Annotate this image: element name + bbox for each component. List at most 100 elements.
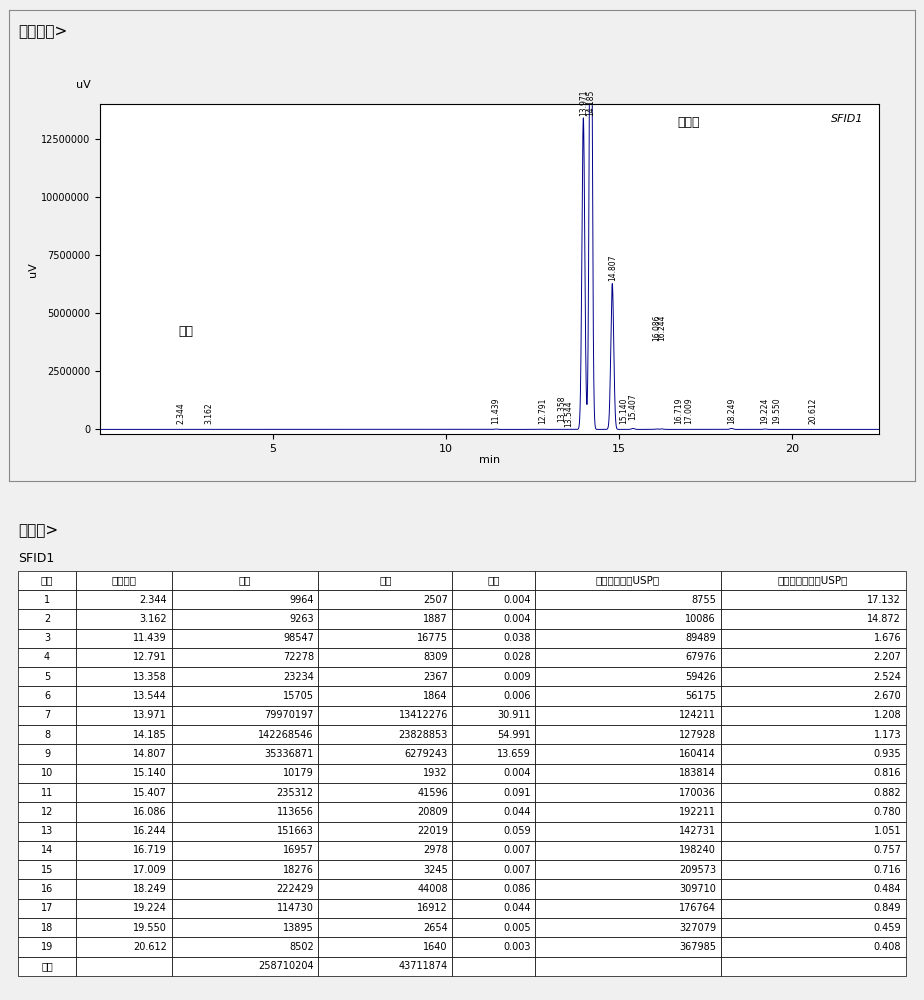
Text: 235312: 235312 xyxy=(276,788,314,798)
Bar xyxy=(76,822,172,841)
Text: 2654: 2654 xyxy=(423,923,448,933)
Text: 23234: 23234 xyxy=(283,672,314,682)
Bar xyxy=(453,609,535,629)
Text: 8755: 8755 xyxy=(691,595,716,605)
Bar xyxy=(18,899,76,918)
Bar xyxy=(319,706,453,725)
Text: 19: 19 xyxy=(41,942,54,952)
Text: 0.780: 0.780 xyxy=(873,807,901,817)
Text: 258710204: 258710204 xyxy=(258,961,314,971)
Bar xyxy=(18,918,76,937)
Bar xyxy=(319,860,453,879)
Bar xyxy=(319,918,453,937)
Text: 13: 13 xyxy=(41,826,54,836)
Bar xyxy=(172,937,319,957)
Bar xyxy=(18,571,76,590)
Bar xyxy=(172,686,319,706)
Bar xyxy=(721,899,906,918)
Text: 面积: 面积 xyxy=(238,575,251,585)
Text: 19.550: 19.550 xyxy=(133,923,167,933)
Text: 13895: 13895 xyxy=(283,923,314,933)
Bar xyxy=(172,667,319,686)
Text: 高度: 高度 xyxy=(379,575,392,585)
Bar xyxy=(76,937,172,957)
Bar xyxy=(453,860,535,879)
Bar xyxy=(721,802,906,822)
Text: 0.091: 0.091 xyxy=(504,788,531,798)
Text: 8309: 8309 xyxy=(423,652,448,662)
Bar xyxy=(453,879,535,899)
Bar xyxy=(18,879,76,899)
Text: 0.003: 0.003 xyxy=(504,942,531,952)
Bar xyxy=(18,860,76,879)
Bar xyxy=(721,783,906,802)
Bar xyxy=(172,629,319,648)
Text: 1640: 1640 xyxy=(423,942,448,952)
Text: 1.676: 1.676 xyxy=(873,633,901,643)
Text: ＜峰表>: ＜峰表> xyxy=(18,524,58,539)
Bar xyxy=(172,879,319,899)
Text: 1.173: 1.173 xyxy=(873,730,901,740)
Text: 0.459: 0.459 xyxy=(873,923,901,933)
Bar xyxy=(721,918,906,937)
Bar xyxy=(172,957,319,976)
Text: 0.004: 0.004 xyxy=(504,614,531,624)
Bar xyxy=(319,629,453,648)
Text: 15705: 15705 xyxy=(283,691,314,701)
Bar xyxy=(319,957,453,976)
Bar xyxy=(18,686,76,706)
Text: 13.659: 13.659 xyxy=(497,749,531,759)
Bar xyxy=(172,841,319,860)
Bar xyxy=(172,706,319,725)
Text: 16.719: 16.719 xyxy=(133,845,167,855)
Text: 2978: 2978 xyxy=(423,845,448,855)
Text: 16.086: 16.086 xyxy=(133,807,167,817)
Text: 16775: 16775 xyxy=(417,633,448,643)
Text: 23828853: 23828853 xyxy=(398,730,448,740)
Text: 11.439: 11.439 xyxy=(133,633,167,643)
Text: 13.971: 13.971 xyxy=(133,710,167,720)
Text: 41596: 41596 xyxy=(417,788,448,798)
Bar xyxy=(535,667,721,686)
Text: 59426: 59426 xyxy=(686,672,716,682)
Text: 79970197: 79970197 xyxy=(264,710,314,720)
Bar xyxy=(76,706,172,725)
Bar xyxy=(721,609,906,629)
Text: 0.935: 0.935 xyxy=(873,749,901,759)
Text: 17.009: 17.009 xyxy=(133,865,167,875)
Bar xyxy=(721,667,906,686)
Text: 113656: 113656 xyxy=(277,807,314,817)
Text: 17.132: 17.132 xyxy=(868,595,901,605)
Text: 8: 8 xyxy=(44,730,50,740)
Text: 12: 12 xyxy=(41,807,54,817)
Bar xyxy=(721,590,906,609)
Bar xyxy=(172,802,319,822)
Bar xyxy=(319,879,453,899)
Text: 309710: 309710 xyxy=(679,884,716,894)
Text: 6: 6 xyxy=(44,691,50,701)
Bar xyxy=(453,822,535,841)
Bar xyxy=(18,822,76,841)
Text: 198240: 198240 xyxy=(679,845,716,855)
Text: 22019: 22019 xyxy=(417,826,448,836)
Bar xyxy=(721,706,906,725)
Bar xyxy=(76,764,172,783)
Bar xyxy=(172,609,319,629)
Bar xyxy=(172,590,319,609)
Text: 0.028: 0.028 xyxy=(504,652,531,662)
Text: 151663: 151663 xyxy=(277,826,314,836)
Text: 11: 11 xyxy=(41,788,54,798)
Text: 0.816: 0.816 xyxy=(874,768,901,778)
Bar xyxy=(535,937,721,957)
Bar xyxy=(453,744,535,764)
Text: 3.162: 3.162 xyxy=(140,614,167,624)
Bar xyxy=(721,648,906,667)
Bar xyxy=(18,764,76,783)
Text: 183814: 183814 xyxy=(679,768,716,778)
Bar xyxy=(18,783,76,802)
Text: 0.009: 0.009 xyxy=(504,672,531,682)
Bar xyxy=(453,802,535,822)
Text: 1864: 1864 xyxy=(423,691,448,701)
Text: 浓度: 浓度 xyxy=(488,575,500,585)
Bar xyxy=(319,899,453,918)
